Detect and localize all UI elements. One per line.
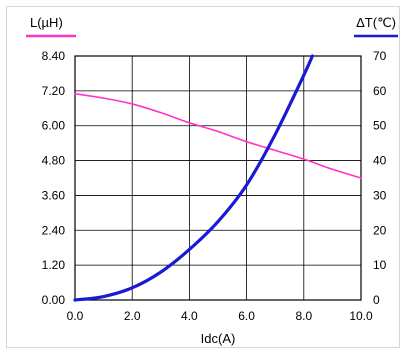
right-tick-label: 30 <box>373 188 387 202</box>
left-tick-label: 1.20 <box>42 258 66 272</box>
right-tick-labels: 0 10 20 30 40 50 60 70 <box>373 49 387 307</box>
left-tick-label: 3.60 <box>42 188 66 202</box>
left-tick-label: 2.40 <box>42 223 66 237</box>
grid-lines <box>75 56 361 300</box>
left-axis-title: L(µH) <box>30 15 63 30</box>
x-tick-label: 8.0 <box>295 309 312 323</box>
left-tick-label: 6.00 <box>42 119 66 133</box>
x-tick-labels: 0.0 2.0 4.0 6.0 8.0 10.0 <box>67 309 373 323</box>
right-tick-label: 10 <box>373 258 387 272</box>
x-tick-label: 0.0 <box>67 309 84 323</box>
series-group <box>75 56 361 300</box>
x-axis-title: Idc(A) <box>201 331 236 346</box>
left-tick-labels: 0.00 1.20 2.40 3.60 4.80 6.00 7.20 8.40 <box>42 49 66 307</box>
right-tick-label: 60 <box>373 84 387 98</box>
left-tick-label: 7.20 <box>42 84 66 98</box>
left-tick-label: 8.40 <box>42 49 66 63</box>
x-tick-label: 6.0 <box>238 309 255 323</box>
x-tick-label: 10.0 <box>349 309 373 323</box>
inductance-line <box>75 94 361 178</box>
right-tick-label: 70 <box>373 49 387 63</box>
x-tick-label: 2.0 <box>124 309 141 323</box>
right-tick-label: 0 <box>373 293 380 307</box>
left-tick-label: 4.80 <box>42 154 66 168</box>
x-tick-label: 4.0 <box>181 309 198 323</box>
left-tick-label: 0.00 <box>42 293 66 307</box>
right-tick-label: 50 <box>373 119 387 133</box>
plot-border <box>75 56 361 300</box>
right-tick-label: 20 <box>373 223 387 237</box>
right-axis-title: ΔT(℃) <box>356 15 396 30</box>
right-tick-label: 40 <box>373 154 387 168</box>
temperature-rise-line <box>75 56 312 300</box>
